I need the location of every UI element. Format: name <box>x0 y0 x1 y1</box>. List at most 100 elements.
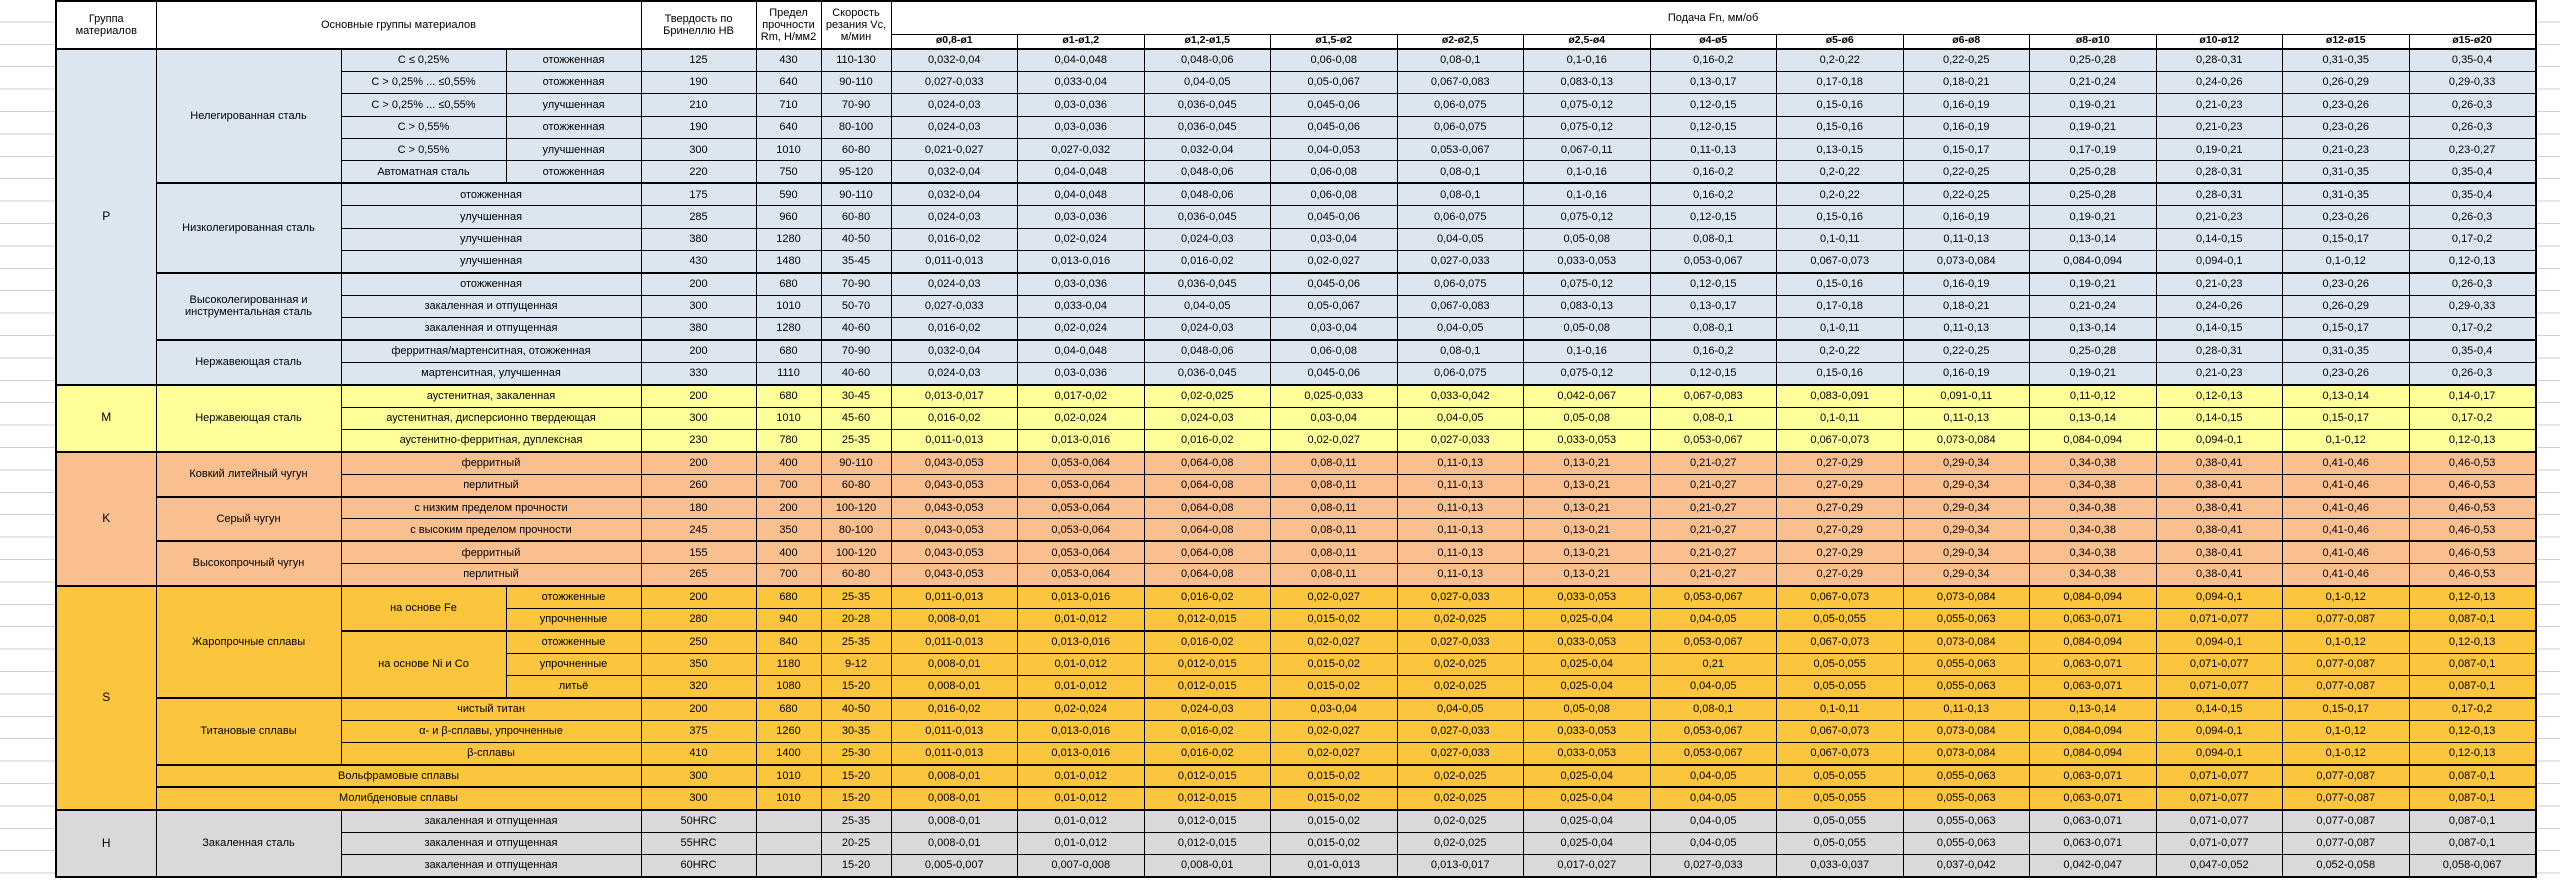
feed-cell[interactable]: 0,067-0,083 <box>1396 70 1524 95</box>
feed-cell[interactable]: 0,26-0,3 <box>2408 205 2537 229</box>
material-cell[interactable]: β-сплавы <box>340 742 642 766</box>
speed-cell[interactable]: 45-60 <box>820 406 892 430</box>
material-cell[interactable]: отожженная <box>505 115 642 140</box>
feed-cell[interactable]: 0,064-0,08 <box>1143 563 1271 587</box>
feed-cell[interactable]: 0,11-0,13 <box>1396 495 1524 520</box>
hardness-cell[interactable]: 300 <box>640 786 757 811</box>
hardness-cell[interactable]: 200 <box>640 383 757 408</box>
speed-cell[interactable]: 40-60 <box>820 361 892 386</box>
feed-cell[interactable]: 0,27-0,29 <box>1776 450 1904 475</box>
feed-cell[interactable]: 0,06-0,075 <box>1396 93 1524 117</box>
feed-cell[interactable]: 0,02-0,027 <box>1270 629 1398 654</box>
feed-cell[interactable]: 0,27-0,29 <box>1776 540 1904 565</box>
feed-cell[interactable]: 0,087-0,1 <box>2408 607 2537 632</box>
feed-cell[interactable]: 0,13-0,21 <box>1523 473 1651 498</box>
material-cell[interactable]: Молибденовые сплавы <box>155 786 642 811</box>
feed-cell[interactable]: 0,24-0,26 <box>2155 70 2283 95</box>
diameter-range-header[interactable]: ø0,8-ø1 <box>890 33 1018 50</box>
feed-cell[interactable]: 0,084-0,094 <box>2029 742 2157 766</box>
feed-cell[interactable]: 0,17-0,2 <box>2408 406 2537 430</box>
feed-cell[interactable]: 0,11-0,13 <box>1396 450 1524 475</box>
speed-cell[interactable]: 20-25 <box>820 831 892 856</box>
material-cell[interactable]: α- и β-сплавы, упрочненные <box>340 719 642 744</box>
strength-header[interactable]: Предел прочности Rm, Н/мм2 <box>755 0 822 50</box>
feed-cell[interactable]: 0,077-0,087 <box>2282 763 2410 788</box>
feed-cell[interactable]: 0,032-0,04 <box>890 338 1018 363</box>
feed-cell[interactable]: 0,048-0,06 <box>1143 338 1271 363</box>
feed-cell[interactable]: 0,017-0,02 <box>1017 383 1145 408</box>
feed-cell[interactable]: 0,011-0,013 <box>890 584 1018 609</box>
feed-cell[interactable]: 0,015-0,02 <box>1270 808 1398 833</box>
feed-cell[interactable]: 0,27-0,29 <box>1776 518 1904 542</box>
feed-cell[interactable]: 0,21-0,27 <box>1649 450 1777 475</box>
material-cell[interactable]: улучшенная <box>505 137 642 162</box>
feed-cell[interactable]: 0,27-0,29 <box>1776 563 1904 587</box>
feed-cell[interactable]: 0,11-0,13 <box>1396 518 1524 542</box>
feed-cell[interactable]: 0,094-0,1 <box>2155 584 2283 609</box>
hardness-cell[interactable]: 430 <box>640 249 757 274</box>
feed-cell[interactable]: 0,12-0,15 <box>1649 361 1777 386</box>
hardness-cell[interactable]: 285 <box>640 205 757 229</box>
feed-cell[interactable]: 0,025-0,04 <box>1523 831 1651 856</box>
material-cell[interactable]: отожженная <box>505 47 642 72</box>
feed-cell[interactable]: 0,084-0,094 <box>2029 428 2157 453</box>
strength-cell[interactable]: 680 <box>755 696 822 721</box>
diameter-range-header[interactable]: ø6-ø8 <box>1902 33 2030 50</box>
feed-cell[interactable]: 0,077-0,087 <box>2282 808 2410 833</box>
feed-cell[interactable]: 0,19-0,21 <box>2029 205 2157 229</box>
feed-cell[interactable]: 0,091-0,11 <box>1902 383 2030 408</box>
feed-cell[interactable]: 0,094-0,1 <box>2155 742 2283 766</box>
feed-cell[interactable]: 0,077-0,087 <box>2282 674 2410 699</box>
speed-cell[interactable]: 15-20 <box>820 674 892 699</box>
feed-cell[interactable]: 0,067-0,073 <box>1776 742 1904 766</box>
feed-cell[interactable]: 0,048-0,06 <box>1143 160 1271 184</box>
hardness-cell[interactable]: 200 <box>640 450 757 475</box>
feed-cell[interactable]: 0,02-0,025 <box>1143 383 1271 408</box>
feed-cell[interactable]: 0,13-0,15 <box>1776 137 1904 162</box>
hardness-cell[interactable]: 300 <box>640 137 757 162</box>
feed-cell[interactable]: 0,027-0,033 <box>890 70 1018 95</box>
feed-cell[interactable]: 0,21-0,23 <box>2155 271 2283 296</box>
feed-cell[interactable]: 0,053-0,067 <box>1396 137 1524 162</box>
feed-cell[interactable]: 0,26-0,29 <box>2282 70 2410 95</box>
feed-cell[interactable]: 0,03-0,04 <box>1270 227 1398 251</box>
feed-cell[interactable]: 0,073-0,084 <box>1902 719 2030 744</box>
feed-cell[interactable]: 0,045-0,06 <box>1270 271 1398 296</box>
feed-cell[interactable]: 0,1-0,12 <box>2282 629 2410 654</box>
speed-cell[interactable]: 70-90 <box>820 93 892 117</box>
feed-cell[interactable]: 0,024-0,03 <box>1143 696 1271 721</box>
feed-cell[interactable]: 0,053-0,064 <box>1017 473 1145 498</box>
feed-cell[interactable]: 0,04-0,05 <box>1396 406 1524 430</box>
feed-cell[interactable]: 0,04-0,048 <box>1017 182 1145 207</box>
feed-cell[interactable]: 0,34-0,38 <box>2029 473 2157 498</box>
feed-cell[interactable]: 0,1-0,12 <box>2282 719 2410 744</box>
feed-cell[interactable]: 0,1-0,11 <box>1776 696 1904 721</box>
feed-cell[interactable]: 0,26-0,3 <box>2408 271 2537 296</box>
feed-cell[interactable]: 0,011-0,013 <box>890 249 1018 274</box>
feed-cell[interactable]: 0,011-0,013 <box>890 719 1018 744</box>
feed-cell[interactable]: 0,067-0,083 <box>1649 383 1777 408</box>
feed-cell[interactable]: 0,15-0,17 <box>2282 227 2410 251</box>
strength-cell[interactable]: 700 <box>755 563 822 587</box>
speed-cell[interactable]: 90-110 <box>820 70 892 95</box>
feed-cell[interactable]: 0,04-0,05 <box>1396 227 1524 251</box>
feed-cell[interactable]: 0,045-0,06 <box>1270 93 1398 117</box>
feed-cell[interactable]: 0,08-0,11 <box>1270 540 1398 565</box>
hardness-cell[interactable]: 175 <box>640 182 757 207</box>
material-cell[interactable]: упрочненные <box>505 652 642 677</box>
feed-cell[interactable]: 0,02-0,027 <box>1270 742 1398 766</box>
material-cell[interactable]: мартенситная, улучшенная <box>340 361 642 386</box>
feed-cell[interactable]: 0,17-0,2 <box>2408 227 2537 251</box>
feed-cell[interactable]: 0,46-0,53 <box>2408 473 2537 498</box>
feed-cell[interactable]: 0,067-0,073 <box>1776 249 1904 274</box>
hardness-cell[interactable]: 180 <box>640 495 757 520</box>
feed-cell[interactable]: 0,025-0,04 <box>1523 652 1651 677</box>
feed-cell[interactable]: 0,12-0,15 <box>1649 115 1777 140</box>
feed-cell[interactable]: 0,067-0,073 <box>1776 584 1904 609</box>
feed-cell[interactable]: 0,016-0,02 <box>890 316 1018 341</box>
feed-cell[interactable]: 0,024-0,03 <box>890 115 1018 140</box>
feed-cell[interactable]: 0,008-0,01 <box>890 786 1018 811</box>
feed-cell[interactable]: 0,21-0,23 <box>2155 115 2283 140</box>
feed-cell[interactable]: 0,25-0,28 <box>2029 338 2157 363</box>
feed-cell[interactable]: 0,024-0,03 <box>890 205 1018 229</box>
